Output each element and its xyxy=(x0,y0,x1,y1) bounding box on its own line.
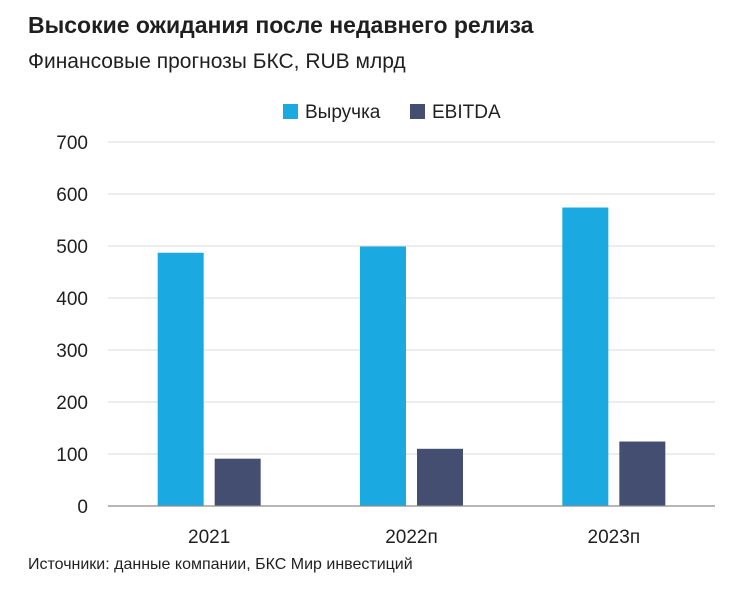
legend-swatch-revenue xyxy=(283,104,298,119)
bar-revenue xyxy=(562,207,609,506)
bars xyxy=(157,207,666,506)
y-tick-label: 400 xyxy=(56,289,88,310)
x-tick-label: 2022п xyxy=(385,527,438,548)
bar-ebitda xyxy=(214,458,261,506)
y-tick-label: 700 xyxy=(56,133,88,154)
y-tick-label: 500 xyxy=(56,237,88,258)
x-tick-label: 2021 xyxy=(188,527,230,548)
y-tick-label: 200 xyxy=(56,393,88,414)
chart-title: Высокие ожидания после недавнего релиза xyxy=(28,12,534,38)
y-tick-label: 300 xyxy=(56,341,88,362)
bar-ebitda xyxy=(619,441,666,506)
y-tick-label: 100 xyxy=(56,445,88,466)
legend: Выручка EBITDA xyxy=(283,102,501,123)
legend-label-revenue: Выручка xyxy=(305,102,381,123)
y-axis: 0 100 200 300 400 500 600 700 xyxy=(56,133,88,518)
y-tick-label: 0 xyxy=(77,497,88,518)
x-axis: 2021 2022п 2023п xyxy=(108,505,715,548)
bar-ebitda xyxy=(417,448,463,506)
legend-swatch-ebitda xyxy=(410,104,425,119)
bar-revenue xyxy=(157,252,204,506)
grid xyxy=(108,141,715,455)
x-tick-label: 2023п xyxy=(588,527,641,548)
source-note: Источники: данные компании, БКС Мир инве… xyxy=(28,556,413,573)
chart-subtitle: Финансовые прогнозы БКС, RUB млрд xyxy=(28,50,406,73)
legend-label-ebitda: EBITDA xyxy=(432,102,501,123)
bar-revenue xyxy=(360,246,406,506)
y-tick-label: 600 xyxy=(56,185,88,206)
